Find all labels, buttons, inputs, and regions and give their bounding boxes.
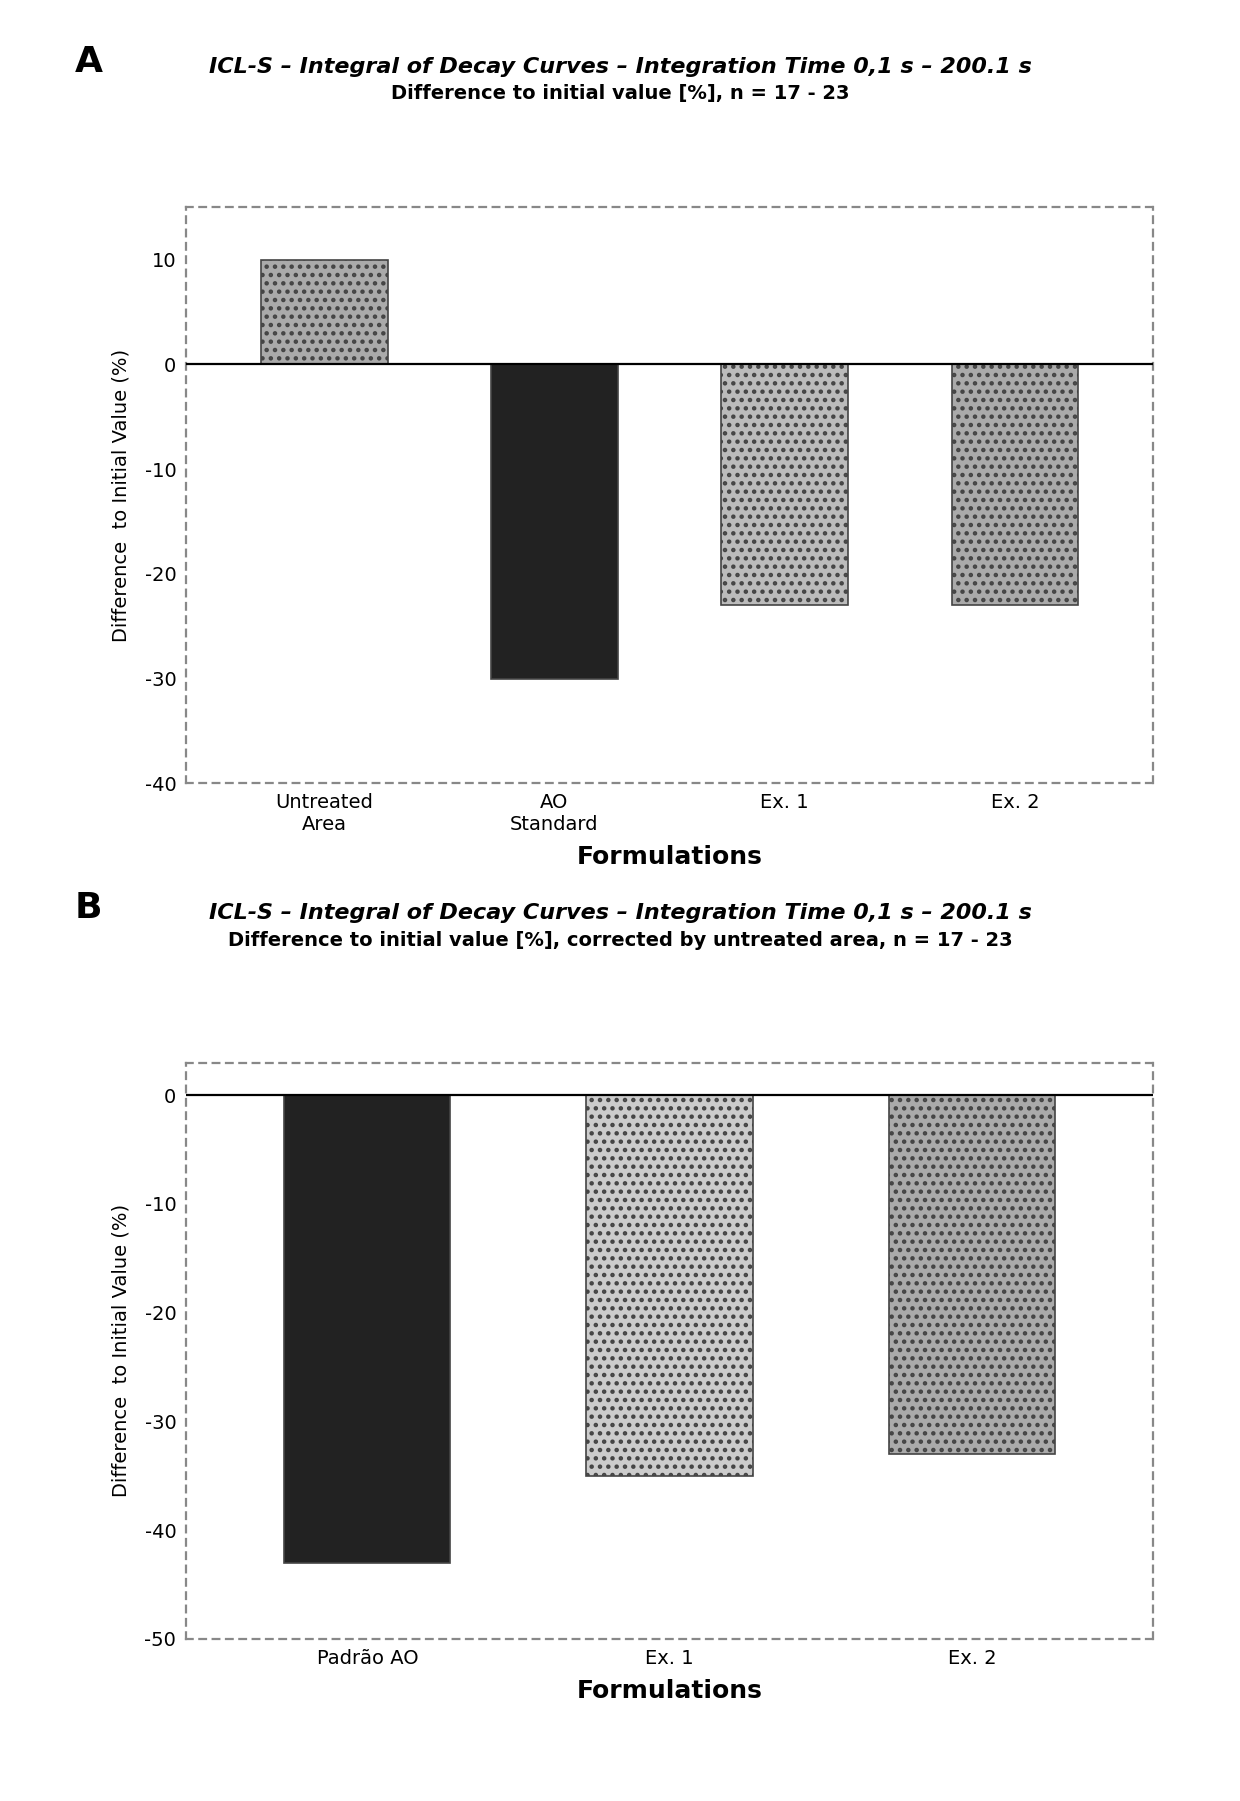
Y-axis label: Difference  to Initial Value (%): Difference to Initial Value (%) [112,349,130,641]
Text: A: A [74,45,103,79]
Text: ICL-S – Integral of Decay Curves – Integration Time 0,1 s – 200.1 s: ICL-S – Integral of Decay Curves – Integ… [208,902,1032,924]
Y-axis label: Difference  to Initial Value (%): Difference to Initial Value (%) [112,1205,130,1497]
Text: Difference to initial value [%], corrected by untreated area, n = 17 - 23: Difference to initial value [%], correct… [228,931,1012,949]
Bar [722,364,848,605]
Bar [952,364,1079,605]
Bar [491,364,618,679]
Bar [284,1095,450,1563]
Bar [889,1095,1055,1453]
Text: B: B [74,891,102,926]
Text: Difference to initial value [%], n = 17 - 23: Difference to initial value [%], n = 17 … [391,85,849,103]
Bar [260,259,387,364]
X-axis label: Formulations: Formulations [577,1679,763,1702]
X-axis label: Formulations: Formulations [577,845,763,870]
Bar [587,1095,753,1475]
Text: ICL-S – Integral of Decay Curves – Integration Time 0,1 s – 200.1 s: ICL-S – Integral of Decay Curves – Integ… [208,56,1032,77]
